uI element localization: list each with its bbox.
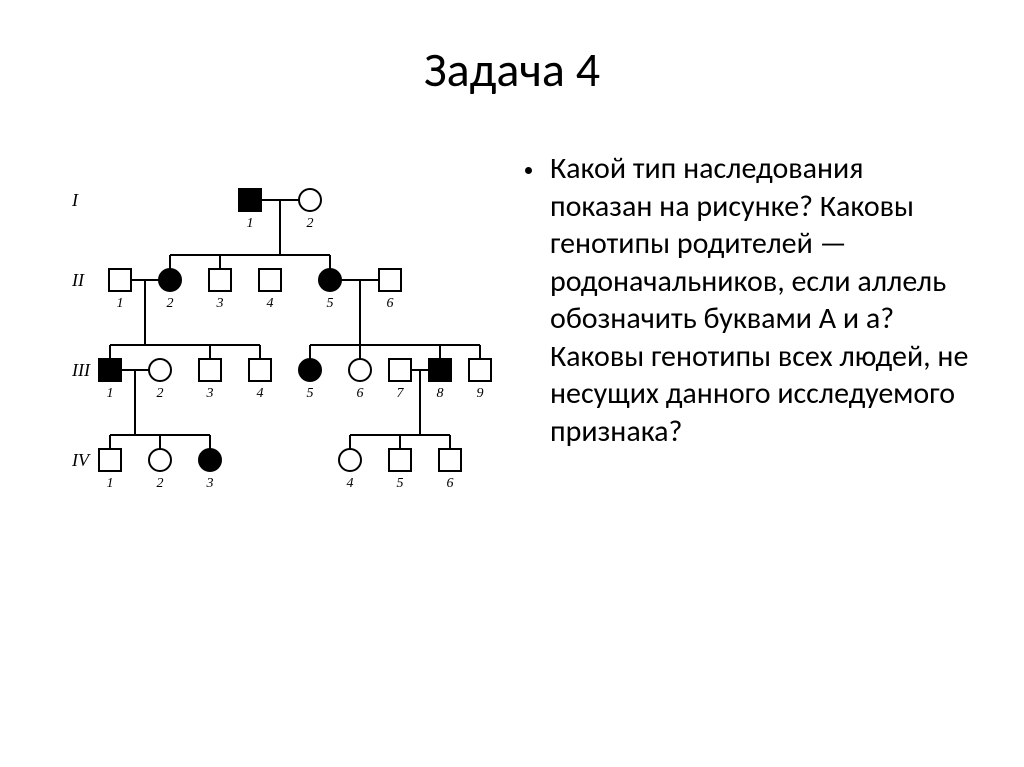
svg-text:3: 3 bbox=[216, 296, 224, 311]
svg-text:2: 2 bbox=[157, 386, 164, 401]
svg-text:6: 6 bbox=[387, 296, 394, 311]
svg-text:4: 4 bbox=[267, 296, 274, 311]
pedigree-male bbox=[469, 359, 491, 381]
svg-text:6: 6 bbox=[447, 476, 454, 490]
svg-text:4: 4 bbox=[257, 386, 264, 401]
svg-text:2: 2 bbox=[307, 216, 314, 231]
svg-text:I: I bbox=[71, 190, 79, 210]
svg-text:2: 2 bbox=[157, 476, 164, 490]
pedigree-male bbox=[109, 269, 131, 291]
pedigree-female bbox=[199, 449, 221, 471]
pedigree-diagram: 12123456123456789123456IIIIIIIV bbox=[60, 170, 500, 490]
svg-text:1: 1 bbox=[107, 386, 114, 401]
svg-text:4: 4 bbox=[347, 476, 354, 490]
svg-text:II: II bbox=[71, 270, 85, 290]
page-title: Задача 4 bbox=[0, 40, 1024, 99]
pedigree-female bbox=[319, 269, 341, 291]
svg-text:1: 1 bbox=[247, 216, 254, 231]
svg-text:3: 3 bbox=[206, 476, 214, 490]
pedigree-male bbox=[209, 269, 231, 291]
pedigree-male bbox=[239, 189, 261, 211]
pedigree-male bbox=[389, 449, 411, 471]
svg-text:3: 3 bbox=[206, 386, 214, 401]
pedigree-male bbox=[259, 269, 281, 291]
pedigree-male bbox=[379, 269, 401, 291]
pedigree-female bbox=[159, 269, 181, 291]
svg-text:IV: IV bbox=[71, 450, 91, 470]
pedigree-female bbox=[299, 359, 321, 381]
pedigree-male bbox=[99, 359, 121, 381]
bullet-item: Какой тип наследования показан на рисунк… bbox=[546, 150, 970, 450]
pedigree-male bbox=[199, 359, 221, 381]
pedigree-male bbox=[429, 359, 451, 381]
svg-text:III: III bbox=[71, 360, 91, 380]
question-text: Какой тип наследования показан на рисунк… bbox=[520, 150, 970, 450]
svg-text:2: 2 bbox=[167, 296, 174, 311]
svg-text:5: 5 bbox=[327, 296, 334, 311]
svg-text:8: 8 bbox=[437, 386, 444, 401]
pedigree-male bbox=[249, 359, 271, 381]
svg-text:7: 7 bbox=[397, 386, 405, 401]
svg-text:6: 6 bbox=[357, 386, 364, 401]
pedigree-female bbox=[349, 359, 371, 381]
pedigree-female bbox=[149, 359, 171, 381]
pedigree-male bbox=[389, 359, 411, 381]
pedigree-female bbox=[299, 189, 321, 211]
svg-text:9: 9 bbox=[477, 386, 484, 401]
svg-text:5: 5 bbox=[397, 476, 404, 490]
svg-text:1: 1 bbox=[117, 296, 124, 311]
pedigree-female bbox=[339, 449, 361, 471]
svg-text:5: 5 bbox=[307, 386, 314, 401]
svg-text:1: 1 bbox=[107, 476, 114, 490]
pedigree-male bbox=[439, 449, 461, 471]
pedigree-female bbox=[149, 449, 171, 471]
pedigree-male bbox=[99, 449, 121, 471]
